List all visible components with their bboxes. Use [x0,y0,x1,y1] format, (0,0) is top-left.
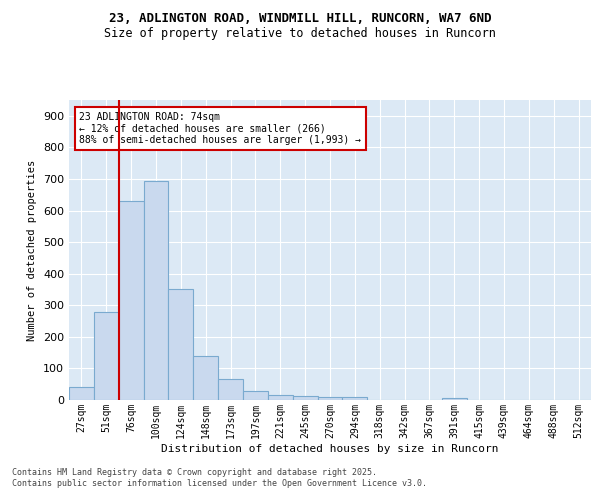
Bar [293,396,317,400]
Text: Contains HM Land Registry data © Crown copyright and database right 2025.
Contai: Contains HM Land Registry data © Crown c… [12,468,427,487]
Y-axis label: Number of detached properties: Number of detached properties [28,160,37,340]
Bar [317,397,343,400]
Bar [69,388,94,400]
Bar [218,380,243,400]
Text: Size of property relative to detached houses in Runcorn: Size of property relative to detached ho… [104,28,496,40]
Bar [268,396,293,400]
Bar [243,391,268,400]
Bar [343,398,367,400]
Bar [193,356,218,400]
Bar [442,398,467,400]
X-axis label: Distribution of detached houses by size in Runcorn: Distribution of detached houses by size … [161,444,499,454]
Text: 23, ADLINGTON ROAD, WINDMILL HILL, RUNCORN, WA7 6ND: 23, ADLINGTON ROAD, WINDMILL HILL, RUNCO… [109,12,491,26]
Text: 23 ADLINGTON ROAD: 74sqm
← 12% of detached houses are smaller (266)
88% of semi-: 23 ADLINGTON ROAD: 74sqm ← 12% of detach… [79,112,361,145]
Bar [94,312,119,400]
Bar [143,180,169,400]
Bar [169,290,193,400]
Bar [119,201,143,400]
